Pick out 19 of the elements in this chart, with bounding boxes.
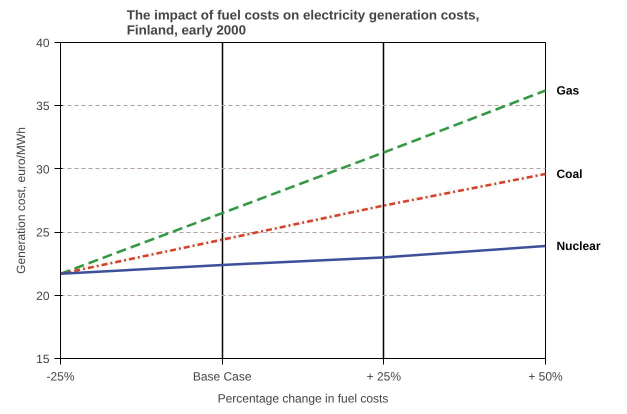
x-tick-label: + 25% bbox=[366, 370, 402, 384]
x-tick-label: Base Case bbox=[192, 370, 252, 384]
line-series bbox=[60, 244, 546, 276]
x-tick-label: + 50% bbox=[528, 370, 564, 384]
y-tick-label: 30 bbox=[36, 162, 50, 176]
series-label: Coal bbox=[556, 166, 583, 181]
series-label: Nuclear bbox=[556, 239, 601, 254]
x-axis-title: Percentage change in fuel costs bbox=[218, 392, 388, 406]
series-label: Gas bbox=[556, 84, 580, 98]
x-tick-label: -25% bbox=[46, 370, 75, 384]
line-series bbox=[60, 89, 546, 276]
y-tick-label: 25 bbox=[36, 226, 50, 240]
chart-title: The impact of fuel costs on electricity generation costs, Finland, early 2000 bbox=[126, 8, 480, 38]
line-series bbox=[60, 172, 546, 276]
y-tick-label: 15 bbox=[36, 352, 50, 366]
y-tick-label: 20 bbox=[36, 288, 50, 303]
y-axis-title: Generation cost, euro/MWh bbox=[14, 127, 28, 274]
y-tick-label: 40 bbox=[36, 36, 50, 50]
y-tick-label: 35 bbox=[36, 99, 50, 114]
